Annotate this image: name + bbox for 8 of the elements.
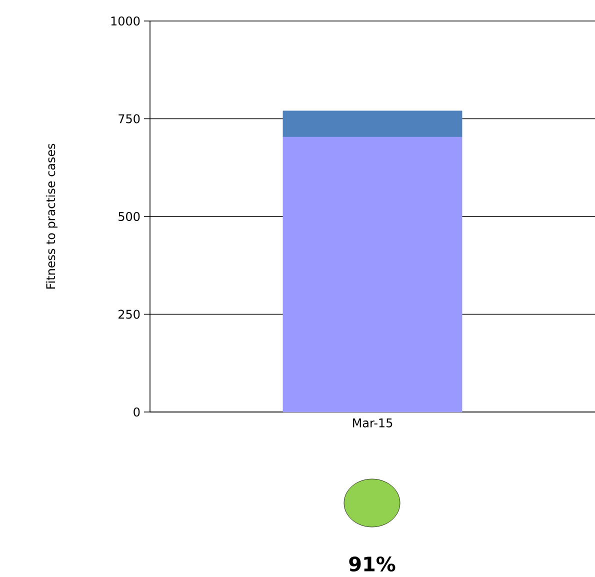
y-tick-label: 0: [134, 407, 140, 417]
y-tick-label: 750: [118, 114, 140, 124]
text: 91%: [349, 556, 396, 572]
y-tick-label: 500: [118, 212, 140, 222]
x-tick-label: Mar-15: [353, 418, 392, 428]
y-tick-label: 1000: [111, 16, 140, 26]
y-axis-title: Fitness to practise cases: [46, 144, 58, 289]
y-tick-label: 250: [118, 310, 140, 319]
